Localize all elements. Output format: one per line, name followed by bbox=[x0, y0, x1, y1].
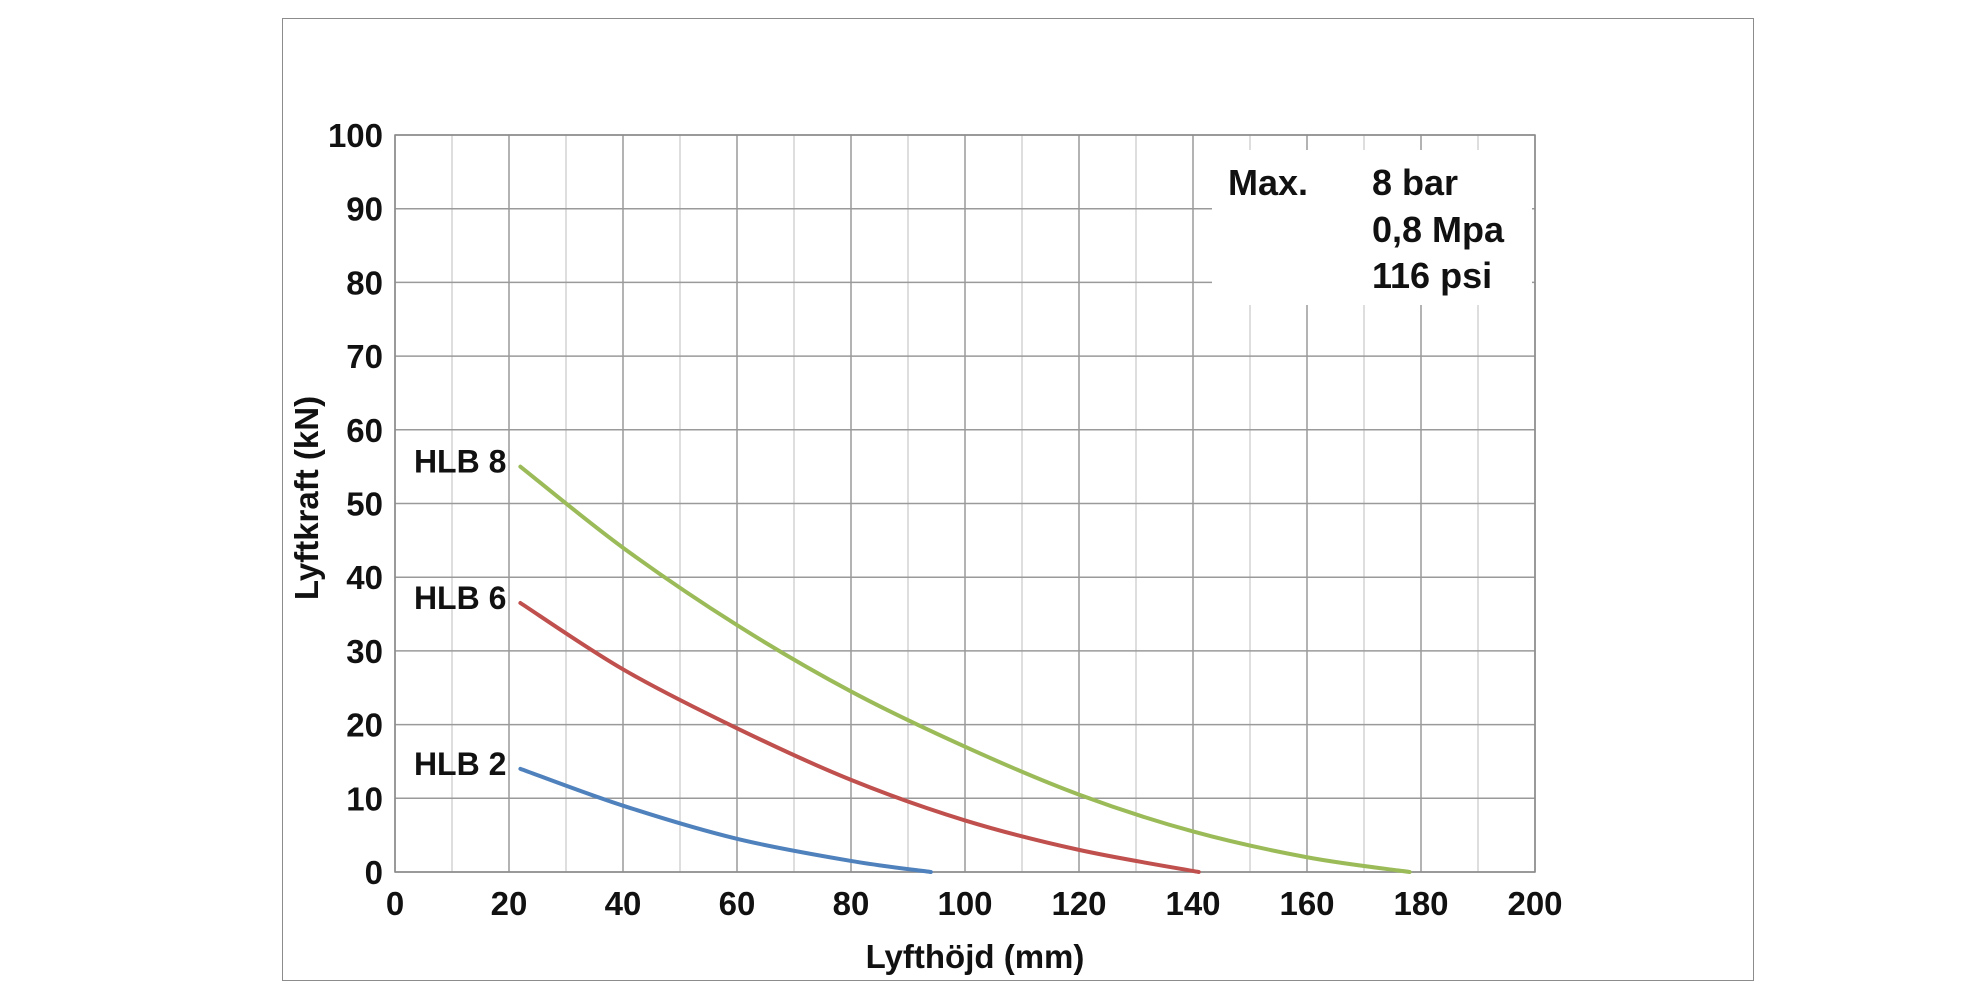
x-tick-label: 20 bbox=[491, 885, 528, 922]
x-tick-label: 200 bbox=[1507, 885, 1562, 922]
spec-pressure-mpa: 0,8 Mpa bbox=[1372, 209, 1505, 250]
plot-area-border bbox=[394, 134, 1536, 873]
series-line-hlb-6 bbox=[518, 600, 1201, 874]
x-tick-label: 140 bbox=[1165, 885, 1220, 922]
y-tick-label: 0 bbox=[365, 854, 383, 891]
series-label-hlb-8: HLB 8 bbox=[414, 444, 506, 480]
y-tick-label: 30 bbox=[346, 633, 383, 670]
series-lines: HLB 8 HLB 6 HLB 2 bbox=[414, 444, 1412, 874]
x-axis-title: Lyfthöjd (mm) bbox=[866, 938, 1085, 975]
y-axis-title: Lyftkraft (kN) bbox=[288, 396, 325, 600]
x-tick-label: 0 bbox=[386, 885, 404, 922]
y-tick-label: 10 bbox=[346, 780, 383, 817]
x-tick-label: 120 bbox=[1051, 885, 1106, 922]
x-tick-label: 100 bbox=[937, 885, 992, 922]
spec-pressure-bar: 8 bar bbox=[1372, 162, 1458, 203]
spec-max-label: Max. bbox=[1228, 162, 1308, 203]
x-tick-label: 180 bbox=[1393, 885, 1448, 922]
x-tick-label: 160 bbox=[1279, 885, 1334, 922]
x-tick-label: 40 bbox=[605, 885, 642, 922]
series-label-hlb-2: HLB 2 bbox=[414, 746, 506, 782]
y-tick-label: 60 bbox=[346, 412, 383, 449]
x-tick-label: 80 bbox=[833, 885, 870, 922]
series-line-hlb-2 bbox=[518, 766, 933, 874]
y-tick-label: 70 bbox=[346, 338, 383, 375]
y-tick-label: 80 bbox=[346, 264, 383, 301]
y-tick-label: 20 bbox=[346, 707, 383, 744]
y-tick-label: 90 bbox=[346, 191, 383, 228]
series-line-hlb-8 bbox=[518, 464, 1412, 874]
spec-pressure-psi: 116 psi bbox=[1372, 255, 1492, 296]
y-tick-label: 100 bbox=[328, 117, 383, 154]
y-tick-label: 50 bbox=[346, 486, 383, 523]
spec-box-background bbox=[1212, 150, 1532, 305]
y-tick-label: 40 bbox=[346, 559, 383, 596]
x-tick-label: 60 bbox=[719, 885, 756, 922]
series-label-hlb-6: HLB 6 bbox=[414, 580, 506, 616]
tick-labels: 0 20 40 60 80 100 120 140 160 180 200 0 10 20 30 40 50 60… bbox=[328, 117, 1563, 922]
